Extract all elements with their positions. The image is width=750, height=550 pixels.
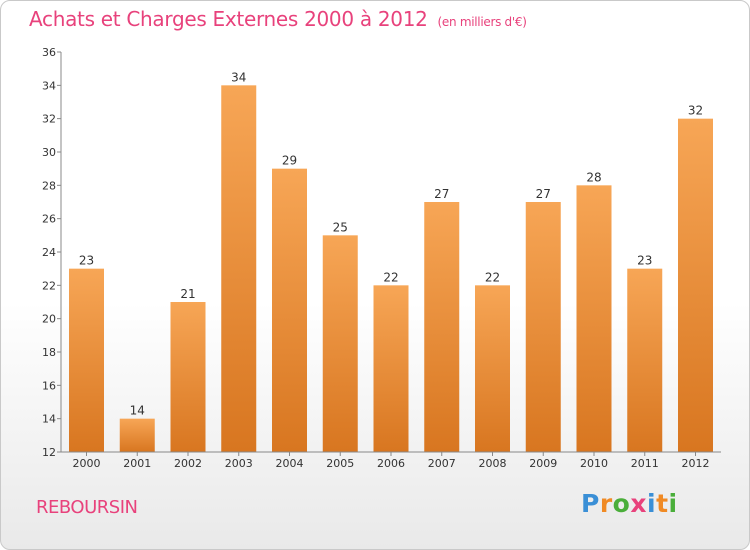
logo-letter: P [581,489,600,518]
x-tick-label: 2009 [529,457,557,470]
bar-value-label: 28 [586,170,601,184]
x-tick-label: 2004 [276,457,304,470]
x-tick-label: 2002 [174,457,202,470]
y-tick-label: 12 [42,446,56,459]
y-tick-label: 34 [42,79,56,92]
y-tick-label: 24 [42,246,56,259]
bar-value-label: 22 [383,270,398,284]
commune-name: REBOURSIN [36,497,138,518]
logo-letter: x [630,489,647,518]
bar-2003 [221,85,257,452]
y-tick-label: 36 [42,46,56,59]
bar-value-label: 22 [485,270,500,284]
y-tick-label: 18 [42,346,56,359]
x-tick-label: 2006 [377,457,405,470]
x-tick-label: 2007 [428,457,456,470]
logo-letter: o [612,489,631,518]
chart-title-unit: (en milliers d'€) [437,15,527,29]
bar-value-label: 34 [231,70,246,84]
bar-value-label: 27 [434,187,449,201]
y-tick-label: 22 [42,279,56,292]
bar-value-label: 32 [688,104,703,118]
bar-value-label: 27 [536,187,551,201]
bar-2011 [627,268,663,452]
y-axis-ticks: 12 14 16 18 20 22 24 26 28 30 32 34 36 [42,46,61,459]
x-tick-label: 2011 [631,457,659,470]
logo-letter: r [599,489,613,518]
x-tick-label: 2003 [225,457,253,470]
x-tick-label: 2012 [682,457,710,470]
x-tick-label: 2000 [73,457,101,470]
bar-value-label: 21 [180,287,195,301]
bar-2012 [678,118,713,453]
bar-2002 [170,302,206,452]
bar-2008 [475,285,510,452]
chart-title-text: Achats et Charges Externes 2000 à 2012 [29,7,428,31]
x-axis-ticks: 2000 2001 2002 2003 2004 2005 2006 2007 2008 2009… [73,452,710,470]
bars-layer: 23 14 21 34 29 25 22 27 22 27 28 23 32 [69,70,713,453]
bar-value-label: 23 [79,254,94,268]
y-tick-label: 16 [42,379,56,392]
bar-value-label: 14 [130,404,145,418]
bar-2009 [525,202,561,452]
bar-2010 [576,185,612,453]
bar-2004 [272,168,307,452]
bar-value-label: 25 [333,220,348,234]
logo-letter: t [656,489,669,518]
x-tick-label: 2005 [326,457,354,470]
y-tick-label: 20 [42,313,56,326]
proxiti-logo: Proxiti [581,489,678,518]
bar-2001 [119,418,155,452]
y-tick-label: 30 [42,146,56,159]
y-tick-label: 26 [42,213,56,226]
bar-2000 [69,268,104,452]
bar-value-label: 29 [282,154,297,168]
bar-value-label: 23 [637,254,652,268]
y-tick-label: 14 [42,413,56,426]
logo-letter: i [647,489,657,518]
bar-2007 [424,202,460,452]
bar-2006 [373,285,409,452]
y-tick-label: 32 [42,113,56,126]
chart-title: Achats et Charges Externes 2000 à 2012 (e… [29,7,527,31]
x-tick-label: 2010 [580,457,608,470]
x-tick-label: 2008 [479,457,507,470]
y-tick-label: 28 [42,179,56,192]
bar-2005 [322,235,358,452]
logo-letter: i [668,489,678,518]
x-tick-label: 2001 [123,457,151,470]
